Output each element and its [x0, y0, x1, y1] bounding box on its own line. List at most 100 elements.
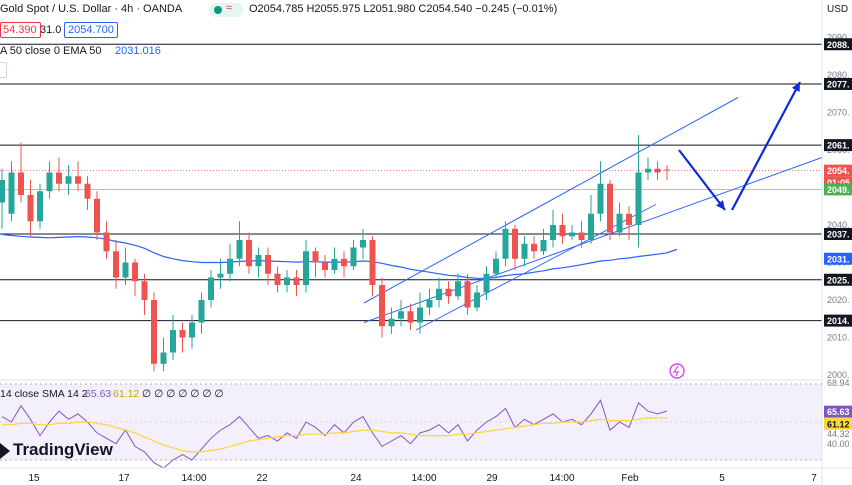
candle[interactable]	[65, 176, 72, 184]
candle[interactable]	[122, 262, 129, 278]
candle[interactable]	[645, 168, 651, 173]
price-label-ema[interactable]	[824, 252, 852, 265]
channel-inner-line[interactable]	[415, 203, 657, 331]
candle[interactable]	[18, 172, 24, 196]
candle[interactable]	[246, 240, 252, 267]
candle[interactable]	[227, 258, 233, 274]
lightning-icon[interactable]	[669, 363, 685, 379]
candle[interactable]	[388, 318, 395, 327]
symbol-title[interactable]: Gold Spot / U.S. Dollar · 4h · OANDA	[0, 3, 183, 15]
candle[interactable]	[56, 172, 62, 184]
candle[interactable]	[616, 213, 623, 233]
price-label-level[interactable]	[824, 314, 852, 327]
candle[interactable]	[141, 281, 148, 300]
candle[interactable]	[265, 255, 271, 274]
candle[interactable]	[664, 169, 670, 171]
candle[interactable]	[255, 255, 262, 267]
candle[interactable]	[398, 311, 404, 319]
projection-arrow-up[interactable]	[731, 81, 801, 211]
candle[interactable]	[483, 273, 490, 293]
ema-legend-label[interactable]: A 50 close 0 EMA 50	[0, 45, 102, 57]
price-label-level[interactable]	[824, 38, 852, 51]
candle[interactable]	[151, 300, 157, 364]
candle[interactable]	[597, 183, 604, 214]
candle[interactable]	[217, 273, 224, 278]
candle[interactable]	[436, 288, 442, 300]
buy-price-button[interactable]: 2054.700	[64, 22, 118, 38]
rsi-sma-line[interactable]	[2, 417, 668, 453]
candle[interactable]	[84, 183, 91, 199]
candle[interactable]	[236, 240, 243, 259]
candle[interactable]	[578, 232, 585, 241]
candle[interactable]	[189, 322, 195, 338]
channel-upper-line[interactable]	[363, 97, 739, 304]
candle[interactable]	[654, 168, 661, 173]
candle[interactable]	[369, 240, 376, 285]
candle[interactable]	[559, 225, 566, 237]
candle[interactable]	[27, 195, 34, 222]
candle[interactable]	[322, 262, 328, 271]
currency-label[interactable]: USD	[827, 4, 849, 15]
candle[interactable]	[179, 330, 186, 338]
candle[interactable]	[312, 251, 319, 263]
candle[interactable]	[407, 311, 414, 323]
price-label-level[interactable]	[824, 78, 852, 90]
price-label-text: 2088.	[827, 40, 850, 50]
candle[interactable]	[569, 232, 575, 237]
candle[interactable]	[379, 285, 385, 327]
price-label-level[interactable]	[824, 273, 852, 286]
candle[interactable]	[37, 191, 43, 222]
candle[interactable]	[208, 277, 214, 301]
candle[interactable]	[464, 281, 471, 308]
candle[interactable]	[160, 352, 167, 364]
candle[interactable]	[331, 258, 338, 270]
price-label-price[interactable]	[824, 164, 852, 177]
candle[interactable]	[360, 240, 366, 248]
candle[interactable]	[198, 300, 205, 323]
candle[interactable]	[426, 300, 433, 308]
candle[interactable]	[635, 172, 642, 226]
candle[interactable]	[455, 281, 461, 297]
time-axis-label: 14:00	[181, 473, 206, 484]
candle[interactable]	[0, 180, 5, 203]
candle[interactable]	[512, 228, 518, 259]
price-label-level[interactable]	[824, 139, 852, 152]
eye-status-icons[interactable]: ≈	[209, 2, 243, 17]
candle[interactable]	[8, 172, 15, 214]
candle[interactable]	[493, 258, 499, 274]
candle[interactable]	[94, 198, 100, 233]
candle[interactable]	[75, 176, 81, 184]
candle[interactable]	[46, 172, 53, 192]
price-label-level[interactable]	[824, 228, 852, 240]
candle[interactable]	[103, 232, 110, 252]
sell-price-button[interactable]: 54.390	[0, 22, 41, 38]
rsi-legend-label[interactable]: 14 close SMA 14 2	[0, 388, 88, 400]
candle[interactable]	[113, 251, 119, 278]
candle[interactable]	[284, 277, 290, 286]
collapse-legend-button[interactable]	[0, 62, 7, 78]
candle[interactable]	[303, 251, 309, 285]
rsi-label-rsi[interactable]	[824, 405, 852, 418]
candle[interactable]	[445, 288, 452, 297]
candle[interactable]	[550, 225, 556, 240]
candle[interactable]	[588, 213, 594, 240]
candle[interactable]	[293, 277, 300, 286]
candle[interactable]	[132, 262, 138, 282]
candle[interactable]	[502, 228, 509, 259]
candle[interactable]	[531, 243, 537, 252]
candle[interactable]	[170, 330, 176, 353]
candle[interactable]	[626, 213, 632, 225]
rsi-line[interactable]	[1, 399, 668, 469]
price-label-green[interactable]	[824, 183, 852, 196]
rsi-label-sma[interactable]	[824, 417, 852, 430]
candle[interactable]	[540, 240, 547, 252]
candle[interactable]	[474, 292, 480, 308]
candle[interactable]	[274, 273, 281, 285]
candle[interactable]	[341, 258, 347, 267]
candle[interactable]	[350, 247, 357, 267]
candle[interactable]	[417, 307, 423, 323]
projection-arrow-down[interactable]	[678, 149, 726, 211]
candle[interactable]	[607, 183, 613, 233]
candle[interactable]	[521, 243, 528, 259]
